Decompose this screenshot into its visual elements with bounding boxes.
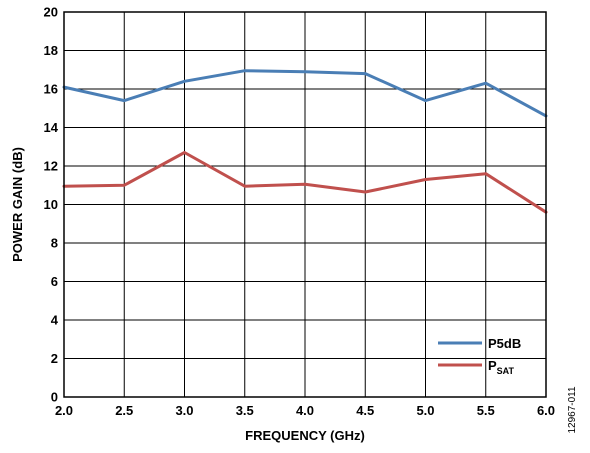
x-tick-label: 2.5 <box>115 403 133 418</box>
plot-frame <box>63 11 547 398</box>
y-tick-label: 20 <box>44 5 58 20</box>
x-tick-label: 5.0 <box>416 403 434 418</box>
x-tick-label: 5.5 <box>477 403 495 418</box>
x-tick-label: 2.0 <box>55 403 73 418</box>
x-axis-title: FREQUENCY (GHz) <box>245 428 365 443</box>
y-tick-label: 6 <box>51 274 58 289</box>
figure-id: 12967-011 <box>567 386 578 434</box>
y-tick-label: 8 <box>51 236 58 251</box>
x-tick-label: 3.5 <box>236 403 254 418</box>
y-tick-label: 10 <box>44 197 58 212</box>
y-tick-label: 16 <box>44 82 58 97</box>
y-tick-label: 14 <box>44 120 59 135</box>
series-line-psat <box>62 151 548 214</box>
legend-label: P5dB <box>488 336 521 351</box>
y-tick-label: 4 <box>51 313 59 328</box>
x-tick-label: 3.0 <box>175 403 193 418</box>
x-tick-label: 4.5 <box>356 403 374 418</box>
y-tick-label: 18 <box>44 43 58 58</box>
x-tick-label: 4.0 <box>296 403 314 418</box>
y-tick-label: 0 <box>51 390 58 405</box>
y-tick-label: 2 <box>51 351 58 366</box>
x-tick-labels: 2.0 2.5 3.0 3.5 4.0 4.5 5.0 5.5 6.0 <box>55 403 555 418</box>
y-tick-label: 12 <box>44 159 58 174</box>
grid-lines <box>63 11 547 398</box>
y-tick-labels: 0 2 4 6 8 10 12 14 16 18 20 <box>44 5 59 405</box>
legend-label: PSAT <box>488 358 515 376</box>
x-tick-label: 6.0 <box>537 403 555 418</box>
legend: P5dB PSAT <box>438 336 521 376</box>
y-axis-title: POWER GAIN (dB) <box>10 147 25 262</box>
series-line-p5db <box>62 69 548 118</box>
series-lines <box>62 69 548 214</box>
